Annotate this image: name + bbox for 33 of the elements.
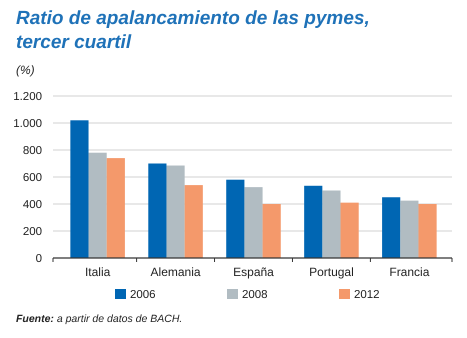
x-tick-label: Portugal [309, 265, 354, 279]
bar [244, 187, 263, 258]
bar [418, 204, 437, 258]
bar [148, 164, 166, 258]
x-tick-label: España [233, 265, 274, 279]
bar [88, 152, 107, 258]
bar [262, 204, 281, 258]
bar [184, 185, 203, 258]
y-tick-label: 600 [22, 172, 42, 184]
x-tick-label: Francia [389, 265, 430, 279]
x-tick-label: Alemania [150, 265, 201, 279]
y-tick-label: 800 [22, 145, 42, 158]
bar [106, 158, 125, 258]
source-note: Fuente: a partir de datos de BACH. [16, 313, 182, 325]
x-tick-label: Italia [84, 265, 111, 279]
bar [340, 202, 359, 258]
y-tick-label: 0 [36, 253, 42, 266]
legend-label: 2012 [354, 289, 380, 301]
bar [226, 180, 244, 258]
bar [304, 186, 322, 258]
y-tick-label: 1.000 [13, 118, 42, 130]
y-axis-title: (%) [16, 63, 35, 77]
chart-title: Ratio de apalancamiento de las pymes, tercer cuartil [16, 8, 370, 53]
bar [322, 190, 341, 258]
y-tick-label: 1.200 [13, 91, 42, 104]
bar [400, 200, 418, 258]
bar [166, 166, 185, 258]
y-tick-label: 200 [22, 226, 42, 238]
legend-label: 2008 [242, 289, 268, 301]
bar [70, 120, 89, 258]
bar [382, 197, 400, 258]
y-tick-label: 400 [22, 199, 42, 212]
legend-label: 2006 [130, 289, 156, 301]
